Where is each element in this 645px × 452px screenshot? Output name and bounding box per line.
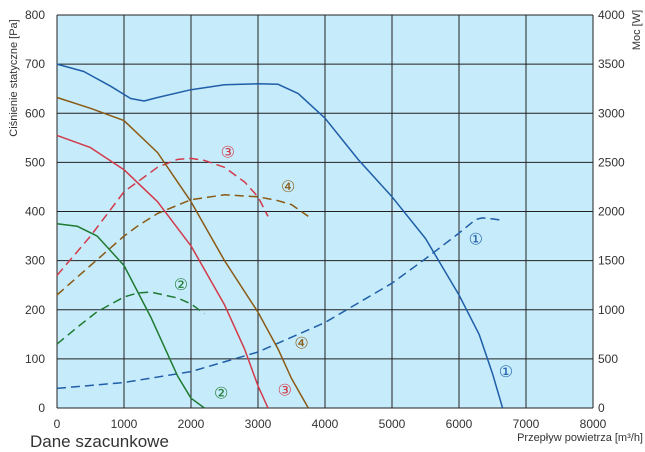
y-left-tick-label: 800 [25, 8, 45, 22]
x-tick-label: 4000 [312, 417, 339, 431]
curve-label: ④ [281, 179, 295, 196]
y-right-tick-labels: 0 500 1000 1500 2000 2500 3000 3500 4000 [598, 8, 625, 415]
y-right-tick-label: 3500 [598, 57, 625, 71]
y-right-axis-label: Moc [W] [631, 10, 643, 50]
x-tick-label: 3000 [245, 417, 272, 431]
curve-label: ③ [221, 145, 235, 162]
series-line-pressure-6 [56, 223, 205, 409]
y-right-tick-label: 2000 [598, 205, 625, 219]
x-tick-label: 1000 [111, 417, 138, 431]
x-tick-label: 0 [54, 417, 61, 431]
x-axis-label: Przepływ powietrza [m³/h] [517, 432, 643, 444]
y-left-tick-label: 400 [25, 205, 45, 219]
curve-label: ② [174, 277, 188, 294]
series-line-power-3 [56, 157, 269, 276]
curve-label: ① [469, 232, 483, 249]
series-line-power-7 [56, 291, 205, 345]
series-line-pressure-4 [56, 96, 309, 409]
y-right-tick-label: 0 [598, 401, 605, 415]
y-left-tick-label: 100 [25, 352, 45, 366]
y-right-tick-label: 500 [598, 352, 618, 366]
y-right-tick-label: 4000 [598, 8, 625, 22]
y-right-tick-label: 3000 [598, 106, 625, 120]
x-tick-label: 8000 [580, 417, 607, 431]
curve-annotations: ① ① ③ ③ ④ ④ ② ② [174, 145, 513, 403]
y-left-tick-labels: 0 100 200 300 400 500 600 700 800 [25, 8, 45, 415]
series-line-power-1 [56, 217, 503, 390]
curve-label: ④ [294, 336, 308, 353]
footer-note: Dane szacunkowe [30, 432, 169, 451]
y-left-tick-label: 700 [25, 57, 45, 71]
y-right-tick-label: 1000 [598, 303, 625, 317]
curve-label: ② [214, 385, 228, 402]
curve-label: ① [499, 364, 513, 381]
y-right-tick-label: 2500 [598, 155, 625, 169]
y-left-axis-label: Ciśnienie statyczne [Pa] [8, 19, 20, 136]
grid-lines [56, 14, 594, 409]
series-line-pressure-2 [56, 134, 269, 409]
x-tick-labels: 0 1000 2000 3000 4000 5000 6000 7000 8000 [54, 417, 607, 431]
x-tick-label: 6000 [446, 417, 473, 431]
x-tick-label: 2000 [178, 417, 205, 431]
y-left-tick-label: 300 [25, 254, 45, 268]
y-right-tick-label: 1500 [598, 254, 625, 268]
curve-label: ③ [278, 382, 292, 399]
series-lines [56, 63, 504, 409]
series-line-power-5 [56, 194, 309, 296]
y-left-tick-label: 200 [25, 303, 45, 317]
y-left-tick-label: 500 [25, 155, 45, 169]
y-left-tick-label: 0 [38, 401, 45, 415]
x-tick-label: 7000 [513, 417, 540, 431]
y-left-tick-label: 600 [25, 106, 45, 120]
series-line-pressure-0 [56, 63, 504, 409]
x-tick-label: 5000 [379, 417, 406, 431]
